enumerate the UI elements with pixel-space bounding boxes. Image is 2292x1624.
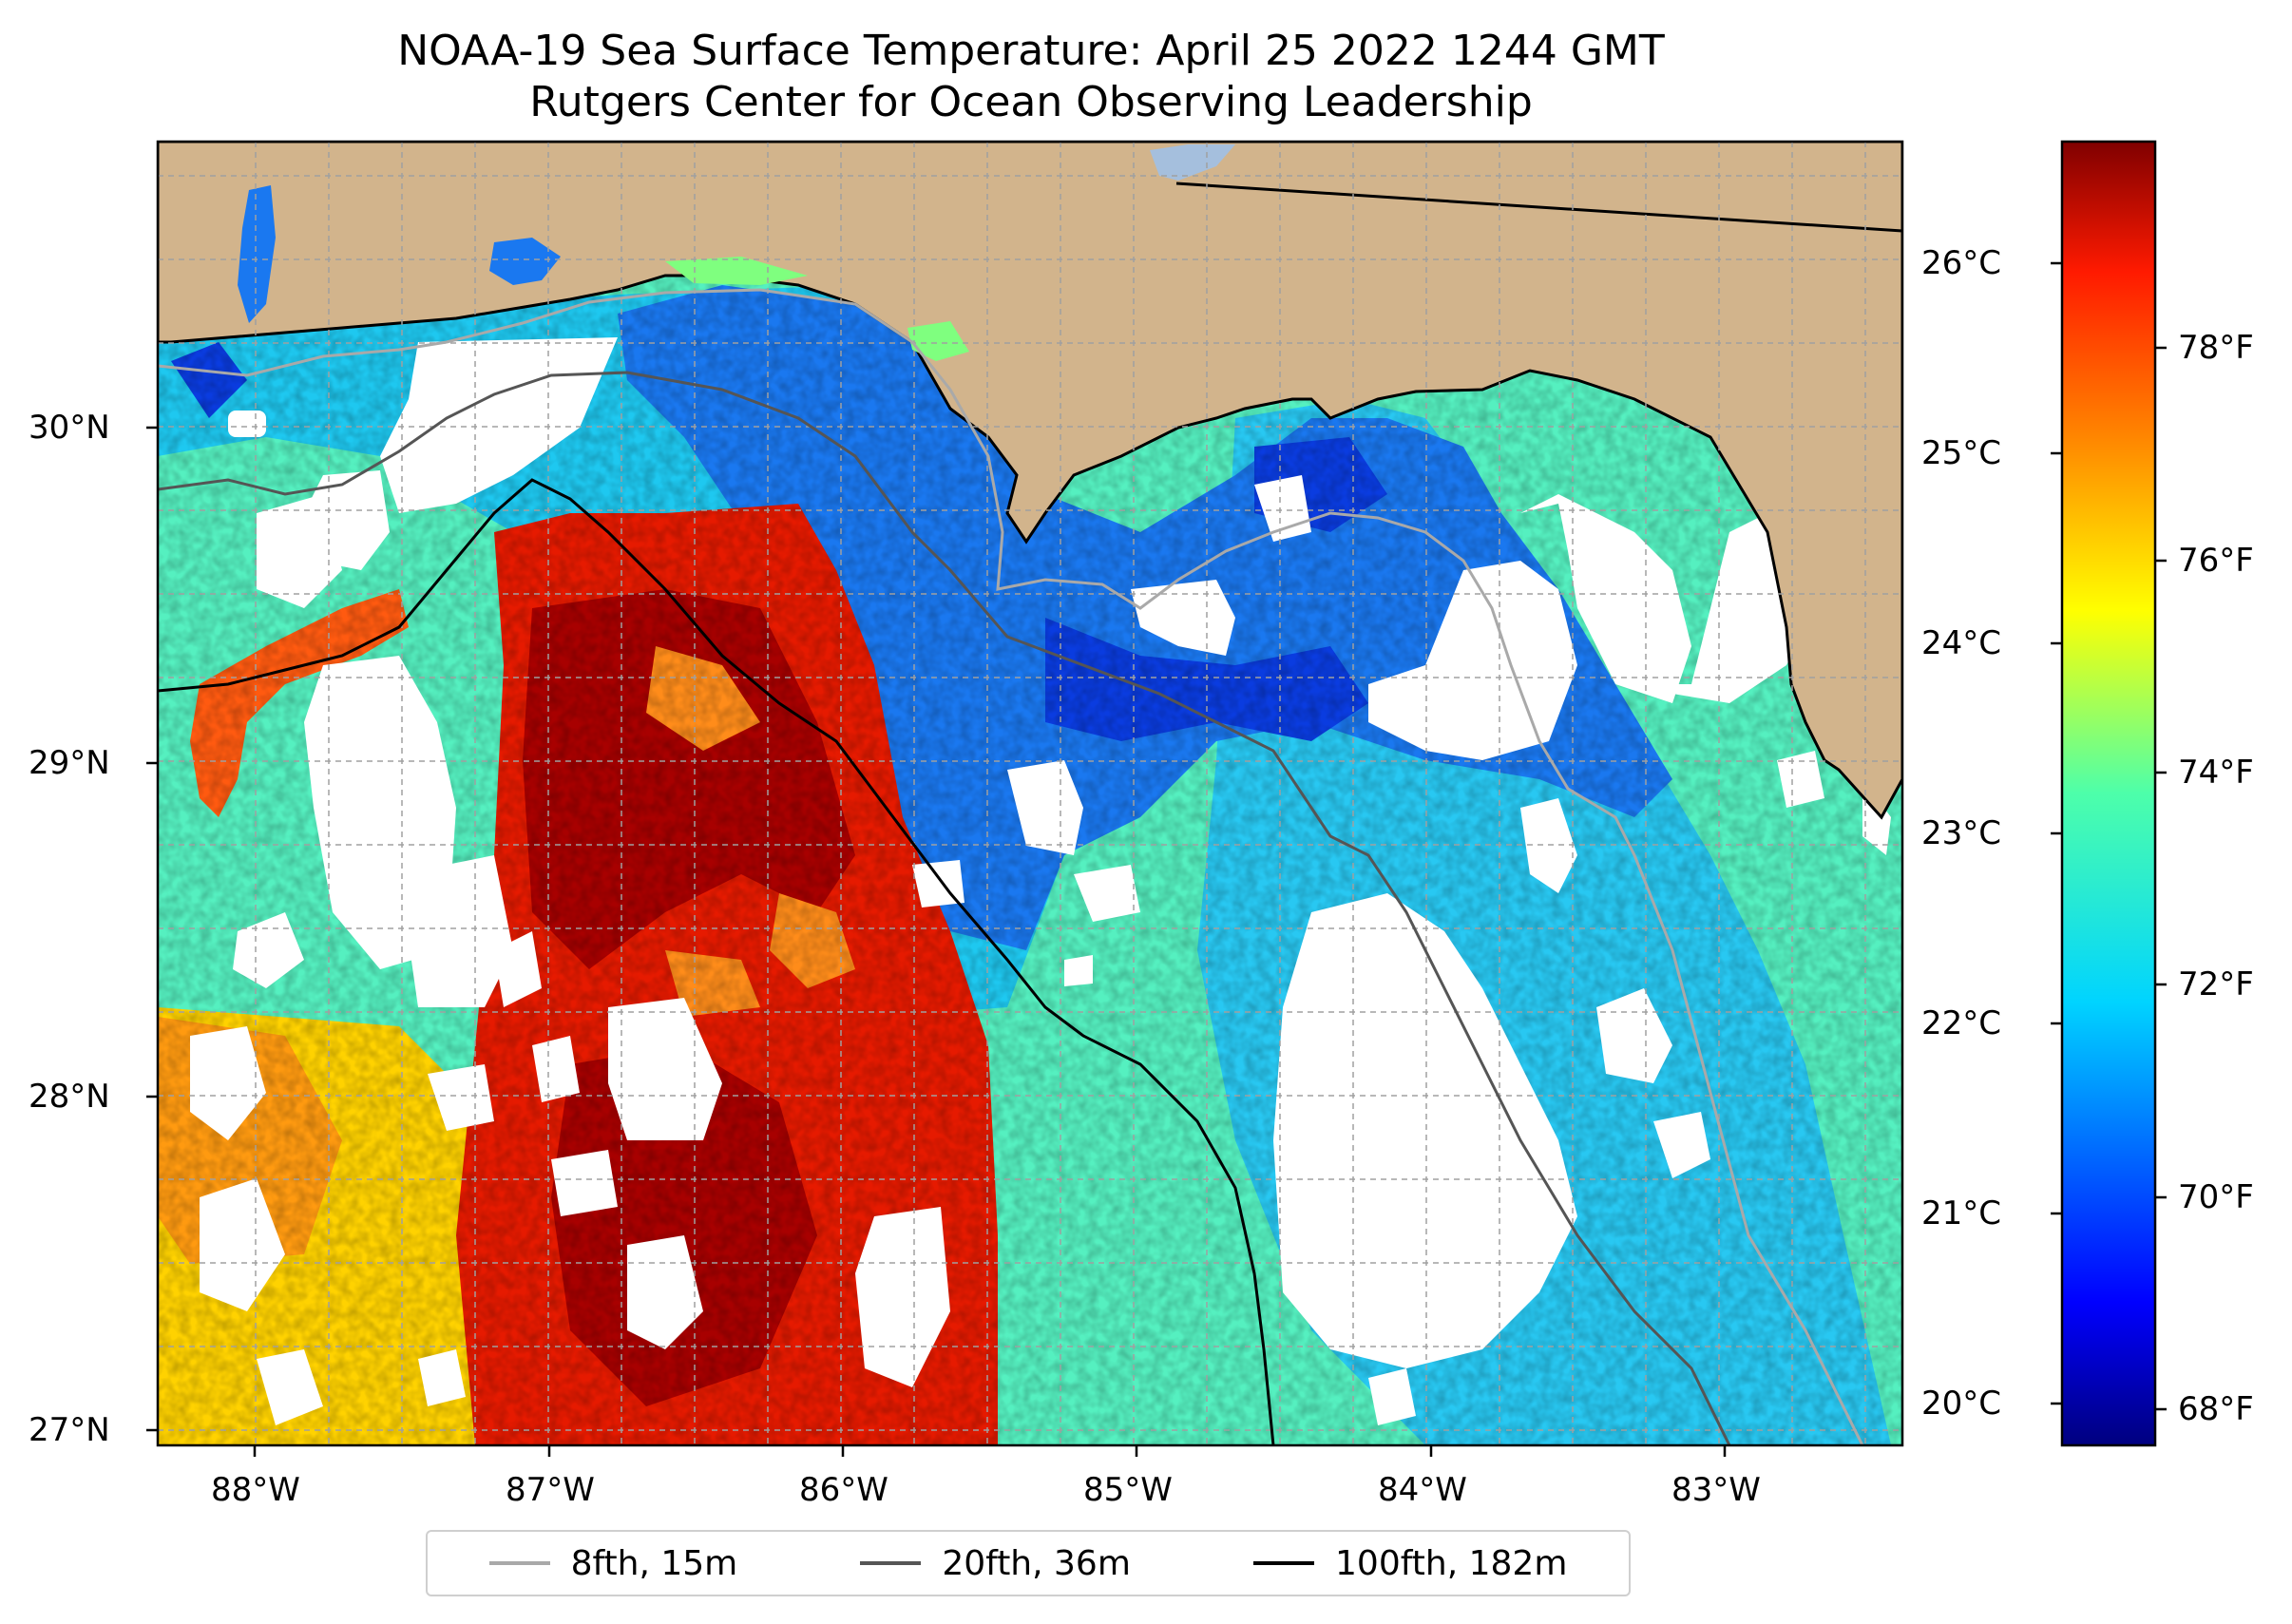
colorbar-fahrenheit-label: 78°F <box>2178 329 2254 367</box>
colorbar-celsius-label: 22°C <box>1921 1004 2002 1042</box>
legend-label: 20fth, 36m <box>942 1543 1131 1583</box>
contour-100fth <box>158 478 1275 1445</box>
colorbar-fahrenheit-label: 68°F <box>2178 1390 2254 1428</box>
colorbar-celsius-label: 24°C <box>1921 624 2002 662</box>
lat-label: 28°N <box>29 1078 110 1116</box>
map-subtitle: Rutgers Center for Ocean Observing Leade… <box>529 78 1533 126</box>
lake-seminole <box>1150 144 1235 181</box>
legend-entry-8fth: 8fth, 15m <box>488 1543 738 1583</box>
pensacola-bay <box>489 238 561 285</box>
colorbar-fahrenheit-label: 74°F <box>2178 754 2254 792</box>
mobile-bay <box>238 185 276 323</box>
depth-legend: 8fth, 15m 20fth, 36m 100fth, 182m <box>426 1530 1631 1596</box>
legend-line-icon <box>488 1561 550 1565</box>
lat-label: 29°N <box>29 744 110 782</box>
colorbar-celsius-label: 26°C <box>1921 244 2002 282</box>
legend-label: 100fth, 182m <box>1335 1543 1568 1583</box>
colorbar-fahrenheit-label: 76°F <box>2178 542 2254 580</box>
lat-label: 27°N <box>29 1411 110 1449</box>
colorbar-celsius-label: 21°C <box>1921 1194 2002 1232</box>
legend-entry-100fth: 100fth, 182m <box>1253 1544 1567 1583</box>
contour-8fth <box>158 288 1864 1445</box>
map-frame <box>156 140 1904 1447</box>
choctaw-bay <box>665 257 808 285</box>
colorbar-celsius-label: 25°C <box>1921 434 2002 472</box>
gridlines <box>158 142 1902 1445</box>
lat-label: 30°N <box>29 409 110 447</box>
colorbar-celsius-label: 20°C <box>1921 1385 2002 1423</box>
land-mass <box>158 142 1902 820</box>
st-andrew-bay <box>907 321 969 361</box>
axis-ticks <box>146 426 1727 1457</box>
colorbar-fahrenheit-label: 70°F <box>2178 1178 2254 1216</box>
legend-line-icon <box>860 1561 922 1565</box>
colorbar <box>2060 140 2157 1447</box>
lon-label: 88°W <box>211 1471 300 1509</box>
contour-20fth <box>158 371 1731 1445</box>
map-title: NOAA-19 Sea Surface Temperature: April 2… <box>397 27 1665 75</box>
lon-label: 85°W <box>1083 1471 1173 1509</box>
lon-label: 87°W <box>506 1471 595 1509</box>
legend-entry-20fth: 20fth, 36m <box>860 1544 1131 1583</box>
lon-label: 83°W <box>1671 1471 1761 1509</box>
legend-label: 8fth, 15m <box>570 1543 738 1583</box>
colorbar-fahrenheit-label: 72°F <box>2178 965 2254 1003</box>
colorbar-celsius-label: 23°C <box>1921 814 2002 852</box>
legend-line-icon <box>1253 1561 1315 1565</box>
lon-label: 86°W <box>799 1471 888 1509</box>
state-border <box>1175 182 1902 233</box>
lon-label: 84°W <box>1378 1471 1467 1509</box>
colorbar-ticks <box>2051 261 2167 1411</box>
